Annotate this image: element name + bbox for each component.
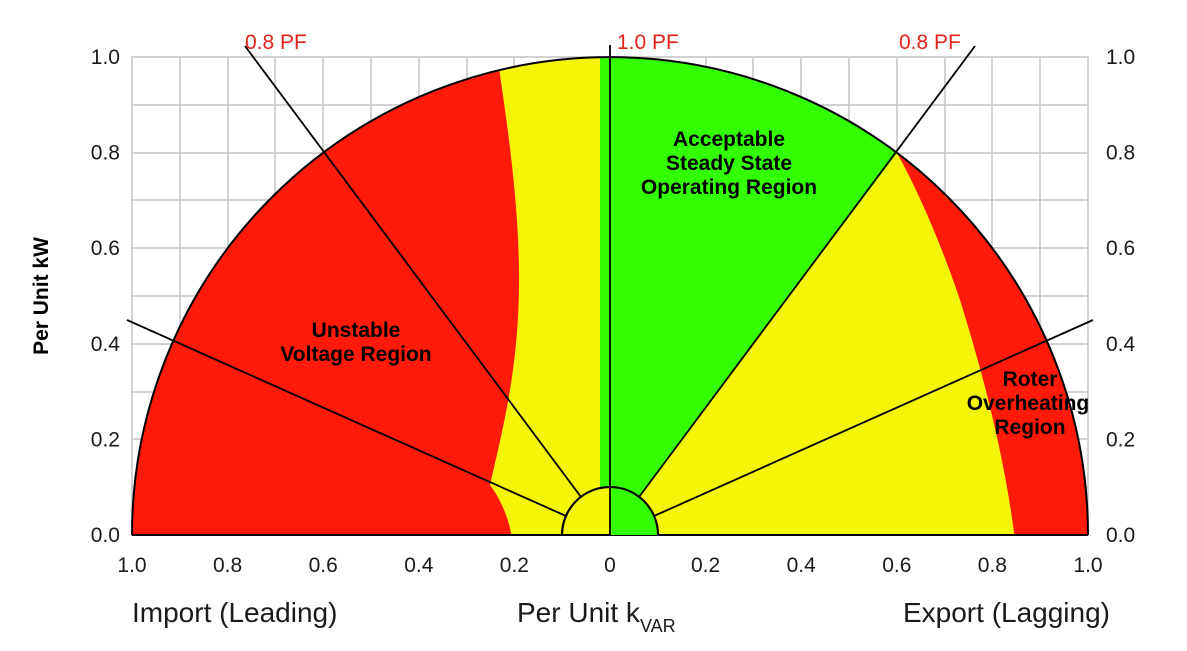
svg-text:Region: Region: [994, 416, 1065, 439]
x-tick-label: 0.4: [787, 554, 817, 577]
y-tick-label: 0.8: [91, 142, 120, 165]
x-tick-label: 0.8: [213, 554, 242, 577]
svg-text:Unstable: Unstable: [312, 319, 401, 342]
svg-text:Steady State: Steady State: [666, 152, 792, 175]
svg-text:Operating Region: Operating Region: [641, 176, 817, 199]
pf-line-left-low: [126, 319, 567, 517]
y-tick-label: 0.0: [91, 524, 120, 547]
y-tick-label: 0.6: [1106, 237, 1135, 260]
rotor-region-label: Roter Overheating Region: [967, 368, 1090, 439]
acceptable-region-label: Acceptable Steady State Operating Region: [641, 128, 817, 199]
pf-label-left: 0.8 PF: [245, 31, 307, 54]
y-tick-labels-left: 0.0 0.2 0.4 0.6 0.8 1.0: [91, 46, 121, 547]
y-tick-label: 0.4: [91, 333, 121, 356]
svg-text:Acceptable: Acceptable: [673, 128, 785, 151]
y-tick-label: 0.2: [91, 428, 120, 451]
pf-label-center: 1.0 PF: [617, 31, 679, 54]
x-tick-label: 0.8: [978, 554, 1007, 577]
acceptable-region: [600, 57, 920, 535]
y-tick-label: 0.2: [1106, 428, 1135, 451]
x-tick-label: 1.0: [1073, 554, 1102, 577]
unstable-region-label: Unstable Voltage Region: [280, 319, 431, 366]
origin-semicircle-green: [610, 487, 658, 535]
x-tick-label: 0.4: [404, 554, 434, 577]
x-label-export: Export (Lagging): [903, 597, 1110, 628]
y-tick-label: 0.4: [1106, 333, 1136, 356]
y-tick-label: 0.0: [1106, 524, 1135, 547]
svg-text:Voltage Region: Voltage Region: [280, 343, 431, 366]
x-tick-labels: 1.0 0.8 0.6 0.4 0.2 0 0.2 0.4 0.6 0.8 1.0: [117, 554, 1102, 577]
y-axis-label: Per Unit kW: [30, 237, 53, 355]
y-tick-labels-right: 0.0 0.2 0.4 0.6 0.8 1.0: [1106, 46, 1136, 547]
x-label-center: Per Unit kVAR: [517, 597, 676, 636]
x-tick-label: 0: [604, 554, 616, 577]
x-tick-label: 0.6: [882, 554, 911, 577]
svg-text:Roter: Roter: [1003, 368, 1058, 391]
pf-lines: [126, 45, 1094, 535]
pf-label-right: 0.8 PF: [899, 31, 961, 54]
svg-text:Overheating: Overheating: [967, 392, 1090, 415]
pf-line-right-08: [638, 45, 976, 498]
y-tick-label: 0.6: [91, 237, 120, 260]
x-tick-label: 1.0: [117, 554, 146, 577]
x-tick-label: 0.2: [500, 554, 529, 577]
x-label-center-sub: VAR: [640, 616, 676, 636]
y-tick-label: 0.8: [1106, 142, 1135, 165]
y-tick-label: 1.0: [1106, 46, 1135, 69]
x-label-import: Import (Leading): [132, 597, 337, 628]
x-tick-label: 0.6: [309, 554, 338, 577]
pf-line-right-low: [653, 319, 1094, 517]
x-tick-label: 0.2: [691, 554, 720, 577]
y-tick-label: 1.0: [91, 46, 120, 69]
pf-line-left-08: [244, 45, 582, 498]
x-label-center-main: Per Unit k: [517, 597, 641, 628]
